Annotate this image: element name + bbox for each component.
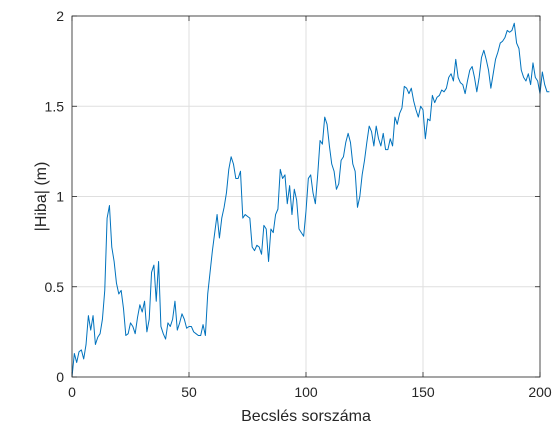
y-tick-labels: 0 0.5 1 1.5 2 bbox=[45, 8, 65, 385]
y-tick-label: 1.5 bbox=[45, 98, 65, 114]
y-tick-label: 0 bbox=[56, 369, 64, 385]
x-tick-label: 150 bbox=[411, 384, 435, 400]
y-tick-label: 1 bbox=[56, 189, 64, 205]
x-tick-label: 0 bbox=[68, 384, 76, 400]
x-tick-labels: 0 50 100 150 200 bbox=[68, 384, 552, 400]
x-axis-label: Becslés sorszáma bbox=[241, 408, 371, 425]
y-tick-label: 2 bbox=[56, 8, 64, 24]
y-axis-label: |Hiba| (m) bbox=[33, 162, 50, 232]
x-tick-label: 50 bbox=[181, 384, 197, 400]
x-tick-label: 100 bbox=[294, 384, 318, 400]
axis-ticks bbox=[71, 15, 541, 378]
y-tick-label: 0.5 bbox=[45, 279, 65, 295]
x-tick-label: 200 bbox=[528, 384, 552, 400]
error-series-line bbox=[71, 22, 550, 378]
